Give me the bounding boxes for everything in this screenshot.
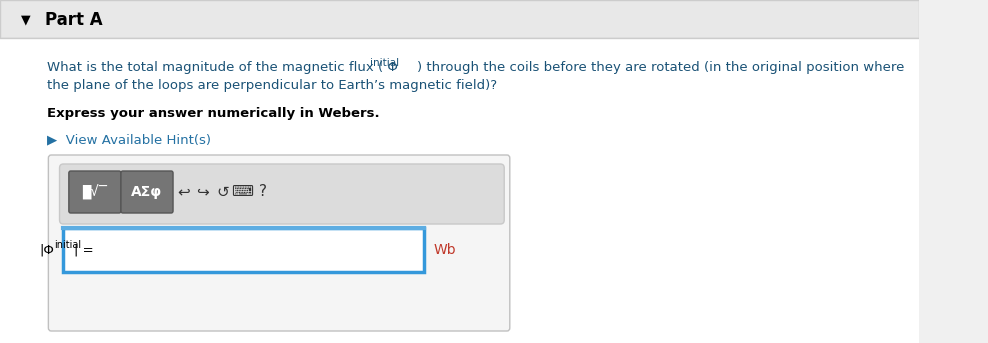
Text: Wb: Wb (434, 243, 456, 257)
Text: ▇√̅: ▇√̅ (82, 184, 108, 200)
Text: initial: initial (54, 240, 81, 250)
Text: the plane of the loops are perpendicular to Earth’s magnetic field)?: the plane of the loops are perpendicular… (46, 80, 497, 93)
FancyBboxPatch shape (0, 38, 919, 343)
Text: ?: ? (259, 185, 268, 200)
FancyBboxPatch shape (121, 171, 173, 213)
Text: ↩: ↩ (177, 185, 190, 200)
FancyBboxPatch shape (59, 164, 504, 224)
FancyBboxPatch shape (0, 0, 919, 38)
Text: |Φ: |Φ (40, 244, 54, 257)
Text: ⌨: ⌨ (231, 185, 253, 200)
Text: ▶  View Available Hint(s): ▶ View Available Hint(s) (46, 133, 210, 146)
Text: ↪: ↪ (197, 185, 209, 200)
Text: AΣφ: AΣφ (131, 185, 163, 199)
FancyBboxPatch shape (69, 171, 121, 213)
Text: | =: | = (74, 244, 94, 257)
FancyBboxPatch shape (63, 228, 424, 272)
Text: initial: initial (370, 58, 399, 68)
Text: Part A: Part A (44, 11, 103, 29)
Text: What is the total magnitude of the magnetic flux ( Φ: What is the total magnitude of the magne… (46, 61, 397, 74)
FancyBboxPatch shape (48, 155, 510, 331)
Text: ) through the coils before they are rotated (in the original position where: ) through the coils before they are rota… (417, 61, 904, 74)
Text: ▼: ▼ (21, 13, 31, 26)
Text: ↺: ↺ (216, 185, 228, 200)
Text: Express your answer numerically in Webers.: Express your answer numerically in Weber… (46, 107, 379, 120)
